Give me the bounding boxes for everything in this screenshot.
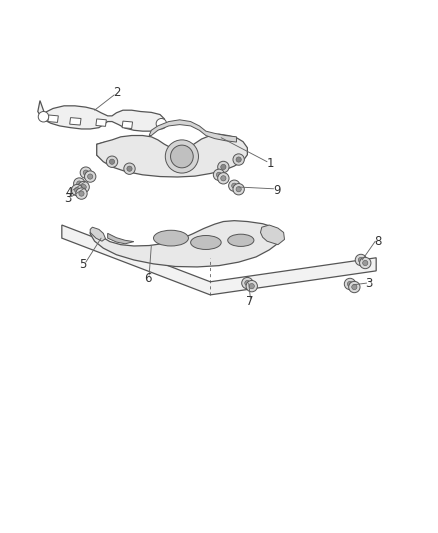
Text: 3: 3	[365, 278, 372, 290]
Polygon shape	[108, 233, 134, 244]
Text: 8: 8	[374, 235, 381, 248]
Circle shape	[245, 280, 250, 286]
Polygon shape	[97, 134, 247, 177]
Polygon shape	[48, 115, 58, 123]
Polygon shape	[97, 142, 114, 167]
Polygon shape	[70, 118, 81, 125]
Circle shape	[74, 178, 85, 189]
Text: 9: 9	[273, 183, 280, 197]
Polygon shape	[62, 225, 376, 295]
Polygon shape	[261, 225, 285, 245]
Circle shape	[83, 170, 88, 175]
Circle shape	[233, 183, 244, 195]
Circle shape	[165, 140, 198, 173]
Ellipse shape	[153, 230, 188, 246]
Circle shape	[229, 180, 240, 191]
Circle shape	[110, 159, 115, 164]
Circle shape	[76, 188, 87, 199]
Circle shape	[221, 164, 226, 169]
Circle shape	[363, 261, 368, 265]
Text: 4: 4	[66, 186, 73, 199]
Ellipse shape	[191, 236, 221, 249]
Circle shape	[77, 181, 82, 186]
Circle shape	[360, 257, 371, 269]
Circle shape	[358, 257, 364, 263]
Polygon shape	[122, 121, 133, 128]
Circle shape	[236, 157, 241, 162]
Circle shape	[81, 184, 86, 190]
Circle shape	[88, 174, 93, 179]
Circle shape	[347, 281, 353, 287]
Circle shape	[352, 285, 357, 289]
Circle shape	[232, 183, 237, 188]
Circle shape	[156, 118, 166, 129]
Circle shape	[213, 169, 225, 181]
Circle shape	[71, 184, 83, 196]
Circle shape	[106, 156, 118, 167]
Circle shape	[85, 171, 96, 182]
Text: 2: 2	[113, 86, 120, 99]
Circle shape	[249, 284, 254, 289]
Polygon shape	[90, 227, 106, 241]
Polygon shape	[38, 101, 164, 131]
Text: 5: 5	[79, 259, 86, 271]
Circle shape	[349, 281, 360, 293]
Polygon shape	[96, 119, 106, 126]
Circle shape	[233, 154, 244, 165]
Circle shape	[127, 166, 132, 171]
Text: 7: 7	[246, 295, 253, 308]
Circle shape	[170, 145, 193, 168]
Circle shape	[38, 111, 49, 122]
Circle shape	[79, 191, 84, 196]
Polygon shape	[90, 221, 283, 267]
Circle shape	[344, 278, 356, 289]
Text: 1: 1	[267, 157, 274, 169]
Circle shape	[236, 187, 241, 192]
Text: 3: 3	[64, 192, 72, 205]
Text: 6: 6	[144, 272, 151, 285]
Circle shape	[218, 173, 229, 184]
Circle shape	[124, 163, 135, 174]
Ellipse shape	[228, 234, 254, 246]
Circle shape	[246, 280, 258, 292]
Circle shape	[78, 181, 89, 193]
Circle shape	[221, 176, 226, 181]
Circle shape	[74, 188, 80, 193]
Circle shape	[355, 254, 367, 265]
Circle shape	[242, 277, 253, 289]
Circle shape	[216, 172, 222, 177]
Circle shape	[218, 161, 229, 173]
Circle shape	[80, 167, 92, 179]
Polygon shape	[149, 120, 237, 142]
